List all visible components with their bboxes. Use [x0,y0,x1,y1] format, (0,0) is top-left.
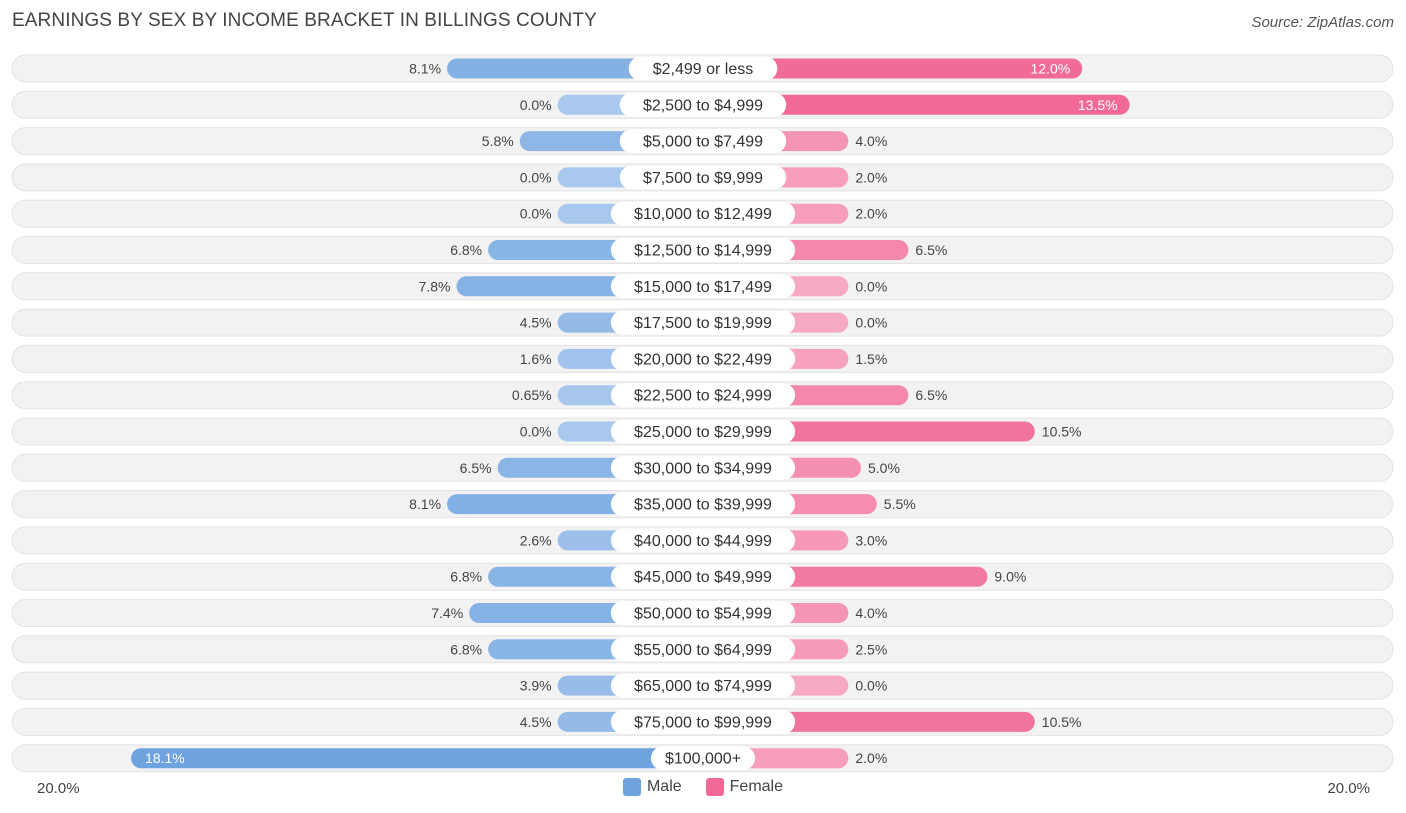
category-label: $2,500 to $4,999 [643,97,763,114]
category-label-bg [610,346,796,371]
legend-item-female[interactable]: Female [705,778,784,796]
axis-label-left: 20.0% [37,780,80,797]
value-label-female: 6.5% [915,242,947,258]
value-label-female: 2.0% [855,206,887,222]
category-label-bg [610,274,796,299]
value-label-female: 2.0% [855,750,887,766]
source-label: Source: ZipAtlas.com [1251,14,1394,31]
value-label-male: 5.8% [482,133,514,149]
category-label-bg [610,238,796,262]
category-label-bg [610,528,796,553]
value-label-female: 2.5% [855,641,887,657]
bar-male [131,748,704,769]
value-label-male: 0.0% [520,97,552,113]
value-label-female: 12.0% [1030,61,1070,77]
category-label: $30,000 to $34,999 [634,460,772,477]
value-label-male: 6.8% [450,242,482,258]
category-label: $100,000+ [665,751,741,768]
category-label: $50,000 to $54,999 [634,606,772,623]
category-label-bg [610,601,796,625]
category-label-bg [650,746,756,771]
category-label: $45,000 to $49,999 [634,569,772,586]
value-label-female: 10.5% [1042,714,1082,730]
value-label-male: 7.4% [431,605,463,621]
category-label-bg [610,310,796,335]
category-label-bg [619,165,787,190]
legend-label-male: Male [646,778,682,795]
bar-female [703,58,1083,79]
value-label-female: 5.0% [868,460,900,476]
value-label-female: 0.0% [855,315,887,331]
value-label-male: 3.9% [520,678,552,694]
chart-title: EARNINGS BY SEX BY INCOME BRACKET IN BIL… [12,10,597,31]
value-label-male: 2.6% [520,532,552,548]
value-label-male: 8.1% [409,61,441,77]
category-label: $75,000 to $99,999 [634,714,772,731]
value-label-male: 8.1% [409,496,441,512]
category-label-bg [610,455,796,480]
value-label-female: 4.0% [855,605,887,621]
category-label-bg [610,637,796,662]
category-label: $12,500 to $14,999 [634,243,772,260]
category-label-bg [610,709,796,734]
category-label: $20,000 to $22,499 [634,351,772,368]
category-label-bg [610,419,796,444]
value-label-male: 6.5% [460,460,492,476]
value-label-male: 0.0% [520,424,552,440]
category-label: $40,000 to $44,999 [634,533,772,550]
category-label-bg [619,92,787,117]
value-label-female: 2.0% [855,169,887,185]
value-label-female: 3.0% [855,532,887,548]
value-label-male: 6.8% [450,641,482,657]
legend-swatch-male [622,778,641,796]
value-label-male: 4.5% [520,315,552,331]
value-label-female: 6.5% [915,387,947,403]
value-label-female: 9.0% [994,569,1026,585]
value-label-male: 1.6% [520,351,552,367]
chart-canvas: $2,499 or less 8.1% 12.0% $2,500 to $4,999 0… [11,54,1394,773]
value-label-female: 10.5% [1042,424,1082,440]
value-label-female: 13.5% [1078,97,1118,113]
category-label: $10,000 to $12,499 [634,206,772,223]
category-label-bg [610,201,796,226]
legend: Male Female [0,778,1406,796]
legend-swatch-female [705,778,724,796]
legend-label-female: Female [729,778,784,795]
value-label-female: 1.5% [855,351,887,367]
category-label: $2,499 or less [653,61,754,78]
value-label-male: 7.8% [419,278,451,294]
value-label-male: 18.1% [145,750,185,766]
value-label-male: 0.65% [512,387,552,403]
value-label-male: 0.0% [520,206,552,222]
value-label-male: 6.8% [450,569,482,585]
value-label-female: 0.0% [855,278,887,294]
value-label-male: 4.5% [520,714,552,730]
category-label-bg [610,383,796,408]
category-label: $17,500 to $19,999 [634,315,772,332]
value-label-female: 4.0% [855,133,887,149]
legend-item-male[interactable]: Male [622,778,682,796]
category-label: $5,000 to $7,499 [643,134,763,151]
category-label: $35,000 to $39,999 [634,497,772,514]
value-label-female: 0.0% [855,678,887,694]
axis-label-right: 20.0% [1327,780,1370,797]
value-label-male: 0.0% [520,169,552,185]
category-label: $25,000 to $29,999 [634,424,772,441]
category-label-bg [610,673,796,698]
category-label: $22,500 to $24,999 [634,388,772,405]
category-label-bg [610,564,796,589]
category-label-bg [610,492,796,517]
category-label: $65,000 to $74,999 [634,678,772,695]
category-label-bg [628,56,778,81]
category-label: $55,000 to $64,999 [634,642,772,659]
bar-female [703,94,1130,115]
category-label-bg [619,129,787,154]
category-label: $15,000 to $17,499 [634,279,772,296]
value-label-female: 5.5% [884,496,916,512]
category-label: $7,500 to $9,999 [643,170,763,187]
